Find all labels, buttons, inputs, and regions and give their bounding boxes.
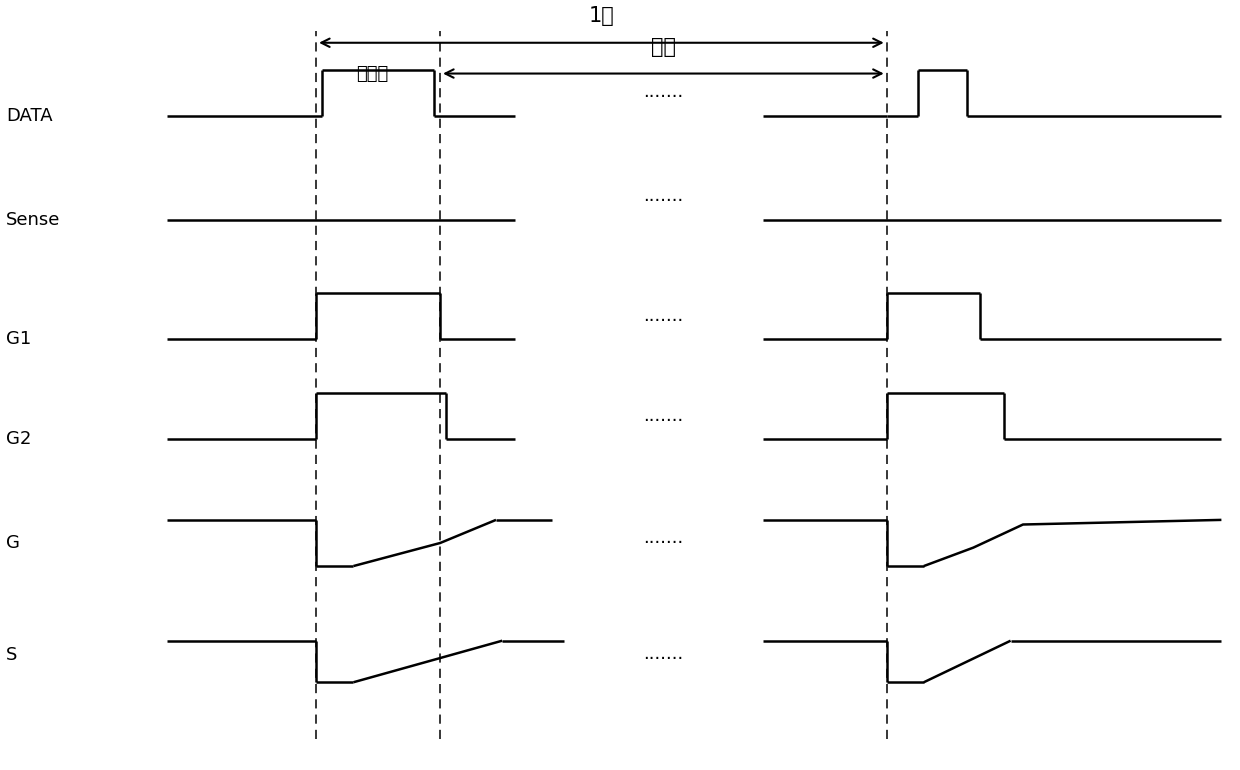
Text: ·······: ······· <box>644 89 683 106</box>
Text: ·······: ······· <box>644 312 683 330</box>
Text: S: S <box>6 645 17 664</box>
Text: 1帧: 1帧 <box>589 6 614 26</box>
Text: ·······: ······· <box>644 650 683 668</box>
Text: G: G <box>6 534 20 552</box>
Text: 写数据: 写数据 <box>356 65 388 82</box>
Text: Sense: Sense <box>6 211 61 229</box>
Text: 发光: 发光 <box>651 37 676 57</box>
Text: ·······: ······· <box>644 534 683 552</box>
Text: ·······: ······· <box>644 412 683 430</box>
Text: ·······: ······· <box>644 192 683 210</box>
Text: G2: G2 <box>6 430 31 448</box>
Text: G1: G1 <box>6 330 31 348</box>
Text: DATA: DATA <box>6 107 53 125</box>
